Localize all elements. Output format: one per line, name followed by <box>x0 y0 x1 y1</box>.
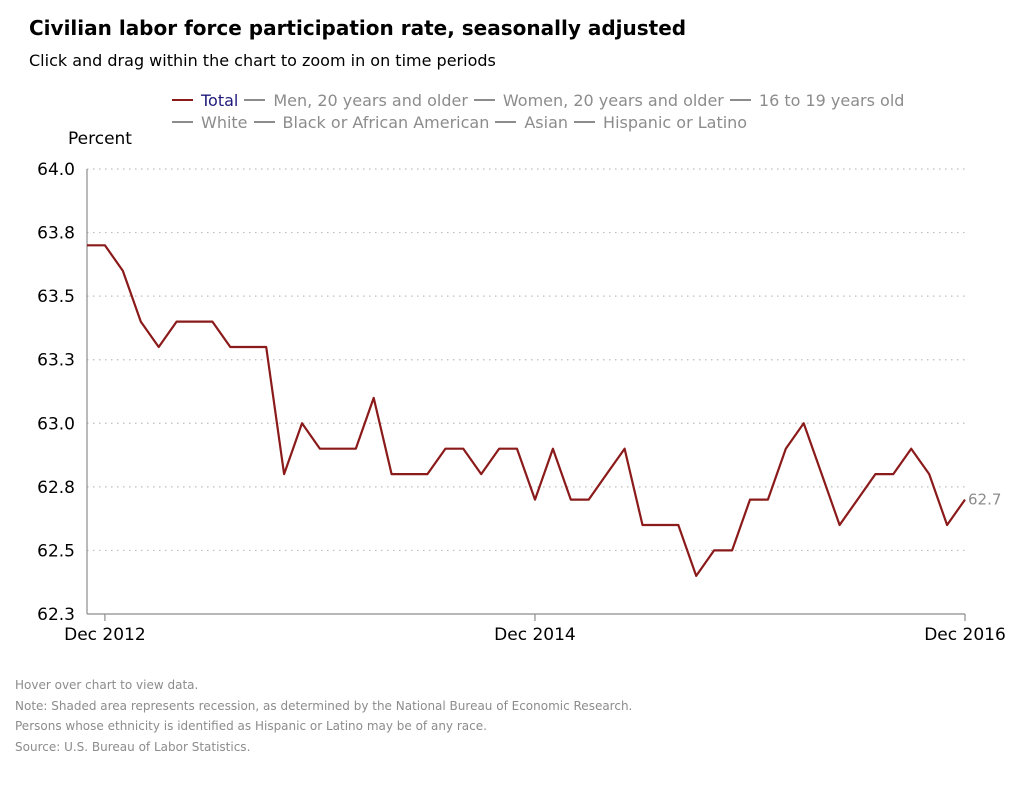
data-point <box>406 470 414 478</box>
legend-item-white[interactable]: White <box>172 113 248 132</box>
data-point <box>871 470 879 478</box>
data-point <box>925 470 933 478</box>
note-hover: Hover over chart to view data. <box>15 678 199 692</box>
data-point <box>298 419 306 427</box>
chart-notes: Hover over chart to view data. Note: Sha… <box>15 675 632 757</box>
data-point <box>746 496 754 504</box>
data-point <box>388 470 396 478</box>
legend-item-women-20-plus[interactable]: Women, 20 years and older <box>473 90 724 110</box>
data-point <box>854 496 862 504</box>
data-point <box>226 343 234 351</box>
data-point <box>603 470 611 478</box>
data-point <box>244 343 252 351</box>
legend: Total Men, 20 years and older Women, 20 … <box>172 89 910 133</box>
data-point <box>764 496 772 504</box>
data-point <box>316 445 324 453</box>
legend-swatch <box>253 121 275 123</box>
data-point <box>477 470 485 478</box>
chart-title: Civilian labor force participation rate,… <box>29 16 687 40</box>
legend-swatch <box>172 121 193 123</box>
note-recession: Note: Shaded area represents recession, … <box>15 698 633 713</box>
legend-row-1: Total Men, 20 years and older Women, 20 … <box>172 89 910 111</box>
data-point <box>334 445 342 453</box>
data-point <box>441 445 449 453</box>
data-point <box>889 470 897 478</box>
y-tick-label: 62.5 <box>37 541 75 561</box>
x-tick-label: Dec 2016 <box>924 625 1006 645</box>
data-point <box>137 318 145 326</box>
legend-swatch <box>172 99 193 101</box>
legend-label: White <box>201 112 248 132</box>
y-tick-label: 62.3 <box>37 605 75 625</box>
data-point <box>674 521 682 529</box>
legend-swatch <box>574 121 596 123</box>
legend-label: Hispanic or Latino <box>603 112 748 132</box>
legend-item-asian[interactable]: Asian <box>495 113 568 132</box>
legend-swatch <box>729 99 751 101</box>
data-point <box>191 318 199 326</box>
data-point <box>656 521 664 529</box>
legend-item-men-20-plus[interactable]: Men, 20 years and older <box>244 91 468 110</box>
data-point <box>710 546 718 554</box>
note-hispanic: Persons whose ethnicity is identified as… <box>15 719 487 733</box>
y-tick-label: 63.8 <box>37 224 75 244</box>
data-point <box>83 241 91 249</box>
data-point <box>585 496 593 504</box>
data-point <box>639 521 647 529</box>
x-tick-label: Dec 2012 <box>64 625 146 645</box>
data-point <box>370 394 378 402</box>
y-tick-label: 62.8 <box>37 478 75 498</box>
legend-item-hispanic[interactable]: Hispanic or Latino <box>574 113 747 132</box>
data-point <box>119 267 127 275</box>
legend-label: Men, 20 years and older <box>273 90 468 110</box>
data-point <box>459 445 467 453</box>
x-tick-label: Dec 2014 <box>494 625 576 645</box>
legend-label: Black or African American <box>282 112 490 132</box>
y-tick-label: 63.0 <box>37 414 75 434</box>
series-line-total <box>87 244 966 578</box>
data-point <box>352 445 360 453</box>
data-point <box>567 496 575 504</box>
data-point <box>943 521 951 529</box>
end-value-label: 62.7 <box>968 491 1001 509</box>
legend-label: Total <box>201 90 239 110</box>
data-point <box>692 572 700 580</box>
y-tick-label: 63.5 <box>37 287 75 307</box>
legend-swatch <box>495 121 517 123</box>
legend-label: Asian <box>524 112 569 132</box>
data-point <box>280 470 288 478</box>
legend-swatch <box>473 99 495 101</box>
legend-item-black[interactable]: Black or African American <box>253 112 490 132</box>
chart-subtitle: Click and drag within the chart to zoom … <box>29 51 496 70</box>
legend-swatch <box>244 99 266 101</box>
data-point <box>423 470 431 478</box>
data-point <box>531 496 539 504</box>
data-point <box>836 521 844 529</box>
y-tick-label: 64.0 <box>37 160 75 180</box>
legend-item-total[interactable]: Total <box>172 91 238 110</box>
y-tick-label: 63.3 <box>37 351 75 371</box>
legend-label: 16 to 19 years old <box>758 90 905 110</box>
data-point <box>495 445 503 453</box>
legend-item-16-to-19[interactable]: 16 to 19 years old <box>729 90 905 110</box>
legend-row-2: White Black or African American Asian Hi… <box>172 111 910 133</box>
y-axis-label: Percent <box>68 129 132 149</box>
data-point <box>549 445 557 453</box>
data-point <box>101 241 109 249</box>
data-point <box>513 445 521 453</box>
data-point <box>173 318 181 326</box>
data-point <box>728 546 736 554</box>
legend-label: Women, 20 years and older <box>502 90 724 110</box>
data-point <box>155 343 163 351</box>
data-point <box>262 343 270 351</box>
data-point <box>818 470 826 478</box>
data-point <box>907 445 915 453</box>
data-point <box>208 318 216 326</box>
data-point <box>621 445 629 453</box>
note-source: Source: U.S. Bureau of Labor Statistics. <box>15 739 251 754</box>
data-point <box>800 419 808 427</box>
data-point <box>782 445 790 453</box>
